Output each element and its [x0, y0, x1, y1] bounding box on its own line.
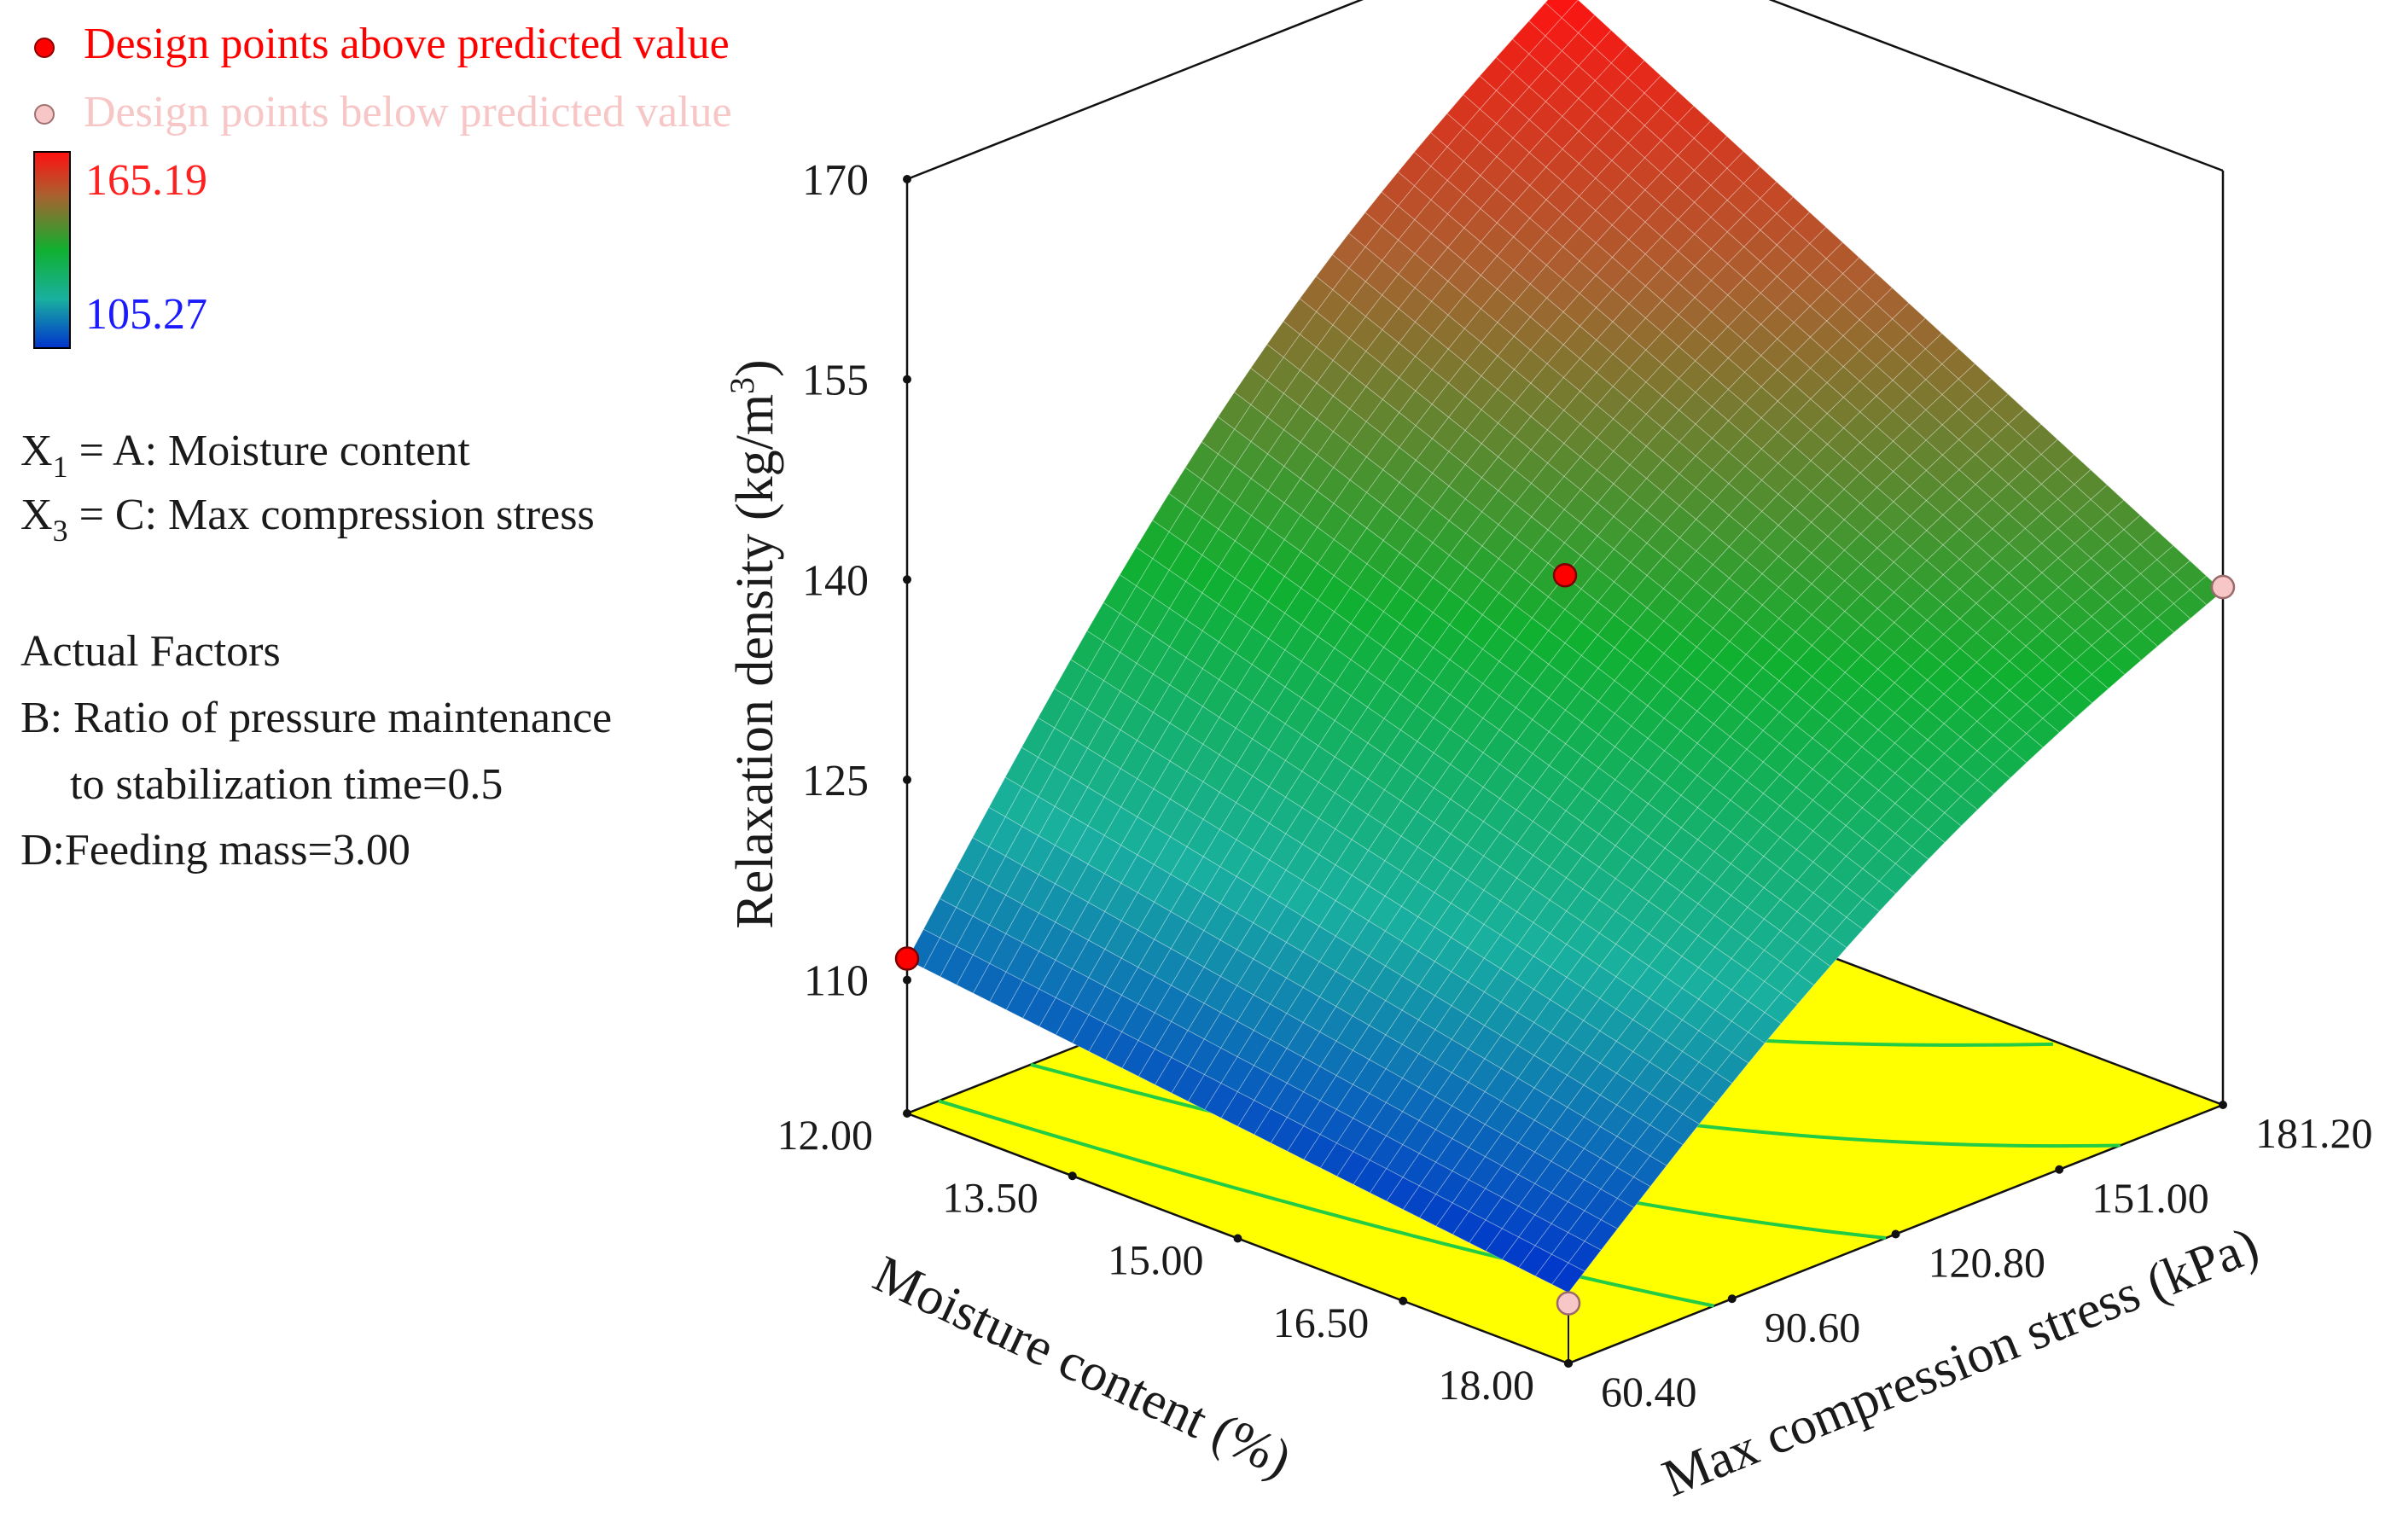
y-tick-label: 181.20: [2255, 1109, 2373, 1157]
legend-below-label: Design points below predicted value: [84, 88, 732, 137]
factor-x3-symbol: X: [20, 491, 53, 539]
surface-patch: [2124, 631, 2158, 661]
y-tick-label: 120.80: [1929, 1239, 2046, 1287]
y-tick-label: 60.40: [1601, 1368, 1697, 1415]
surface-patch: [1894, 846, 1929, 877]
z-tick-label: 170: [802, 156, 869, 205]
z-tick-mark: [903, 375, 911, 384]
legend-below-marker: [34, 104, 55, 125]
x-tick-label: 15.00: [1108, 1236, 1204, 1284]
box-top-right-edge: [1768, 0, 2224, 172]
z-tick-mark: [903, 175, 911, 183]
z-tick-mark: [903, 975, 911, 985]
x-tick-mark: [1399, 1296, 1408, 1305]
x-tick-label: 16.50: [1273, 1299, 1370, 1346]
x-axis: 12.00 13.50 15.00 16.50 18.00: [777, 1109, 1573, 1409]
factor-b-line1: B: Ratio of pressure maintenance: [20, 694, 612, 742]
legend: Design points above predicted value Desi…: [33, 20, 732, 349]
actual-factors-title: Actual Factors: [20, 627, 281, 676]
x-tick-label: 18.00: [1439, 1361, 1535, 1409]
design-point-below: [2210, 574, 2236, 600]
factor-x1-subscript: 1: [53, 450, 68, 484]
factor-descriptions: X1 = A: Moisture content X3 = C: Max com…: [20, 427, 612, 875]
color-scale-bar: [33, 151, 71, 349]
x-tick-mark: [1233, 1234, 1242, 1243]
z-axis-title: Relaxation density (kg/m3): [723, 359, 784, 928]
factor-x1-text: = A: Moisture content: [68, 427, 471, 475]
factor-x1-symbol: X: [20, 427, 53, 475]
y-tick-mark: [2219, 1101, 2227, 1109]
factor-x3: X3 = C: Max compression stress: [20, 491, 595, 548]
z-tick-mark: [903, 775, 911, 784]
box-top-left-edge: [906, 0, 1364, 181]
design-point-below: [1556, 1291, 1581, 1316]
color-scale-max: 165.19: [85, 156, 207, 205]
surface-patch: [1584, 1219, 1619, 1251]
factor-x3-subscript: 3: [53, 514, 68, 548]
y-tick-label: 90.60: [1765, 1303, 1861, 1351]
factor-x1: X1 = A: Moisture content: [20, 427, 470, 484]
color-scale-min: 105.27: [85, 290, 207, 339]
surface-patch: [1830, 916, 1864, 949]
surface-patch: [1550, 1262, 1585, 1293]
design-points: [894, 563, 2236, 1316]
surface-patch: [1993, 748, 2028, 779]
surface-patch: [2173, 589, 2208, 619]
y-tick-label: 151.00: [2092, 1174, 2209, 1222]
factor-x3-text: = C: Max compression stress: [68, 491, 595, 539]
response-surface: [906, 0, 2224, 1293]
z-tick-label: 140: [802, 556, 869, 605]
x-axis-title: Moisture content (%): [865, 1245, 1300, 1489]
z-axis: 110 125 140 155 170: [802, 156, 911, 1006]
x-tick-label: 13.50: [942, 1173, 1039, 1221]
z-axis-title-sup: 3: [723, 377, 761, 394]
y-tick-mark: [1564, 1359, 1573, 1368]
legend-above-label: Design points above predicted value: [84, 20, 730, 68]
surface-patch: [1960, 780, 1995, 811]
surface-patch: [2009, 733, 2044, 764]
y-tick-mark: [1727, 1294, 1737, 1304]
legend-above-marker: [34, 38, 55, 58]
z-tick-label: 110: [804, 957, 869, 1006]
design-point-above: [1552, 563, 1578, 588]
x-tick-label: 12.00: [777, 1111, 874, 1159]
surface-patch: [1944, 795, 1978, 827]
y-tick-mark: [1891, 1229, 1900, 1239]
y-axis: 60.40 90.60 120.80 151.00 181.20: [1564, 1101, 2373, 1415]
z-axis-title-main: Relaxation density (kg/m: [726, 394, 784, 929]
x-tick-mark: [1068, 1171, 1077, 1181]
z-tick-label: 155: [802, 357, 869, 405]
z-tick-mark: [903, 575, 911, 584]
factor-b-line2: to stabilization time=0.5: [70, 760, 503, 809]
factor-d: D:Feeding mass=3.00: [20, 826, 410, 875]
surface-patch: [2156, 602, 2191, 633]
z-tick-label: 125: [802, 757, 869, 805]
surface-patch: [1846, 898, 1880, 930]
design-point-above: [894, 946, 920, 971]
z-axis-title-end: ): [726, 359, 784, 377]
y-tick-mark: [2055, 1165, 2064, 1174]
surface-patch: [1878, 863, 1913, 895]
x-tick-mark: [903, 1109, 911, 1118]
surface-patch: [1568, 1241, 1602, 1272]
